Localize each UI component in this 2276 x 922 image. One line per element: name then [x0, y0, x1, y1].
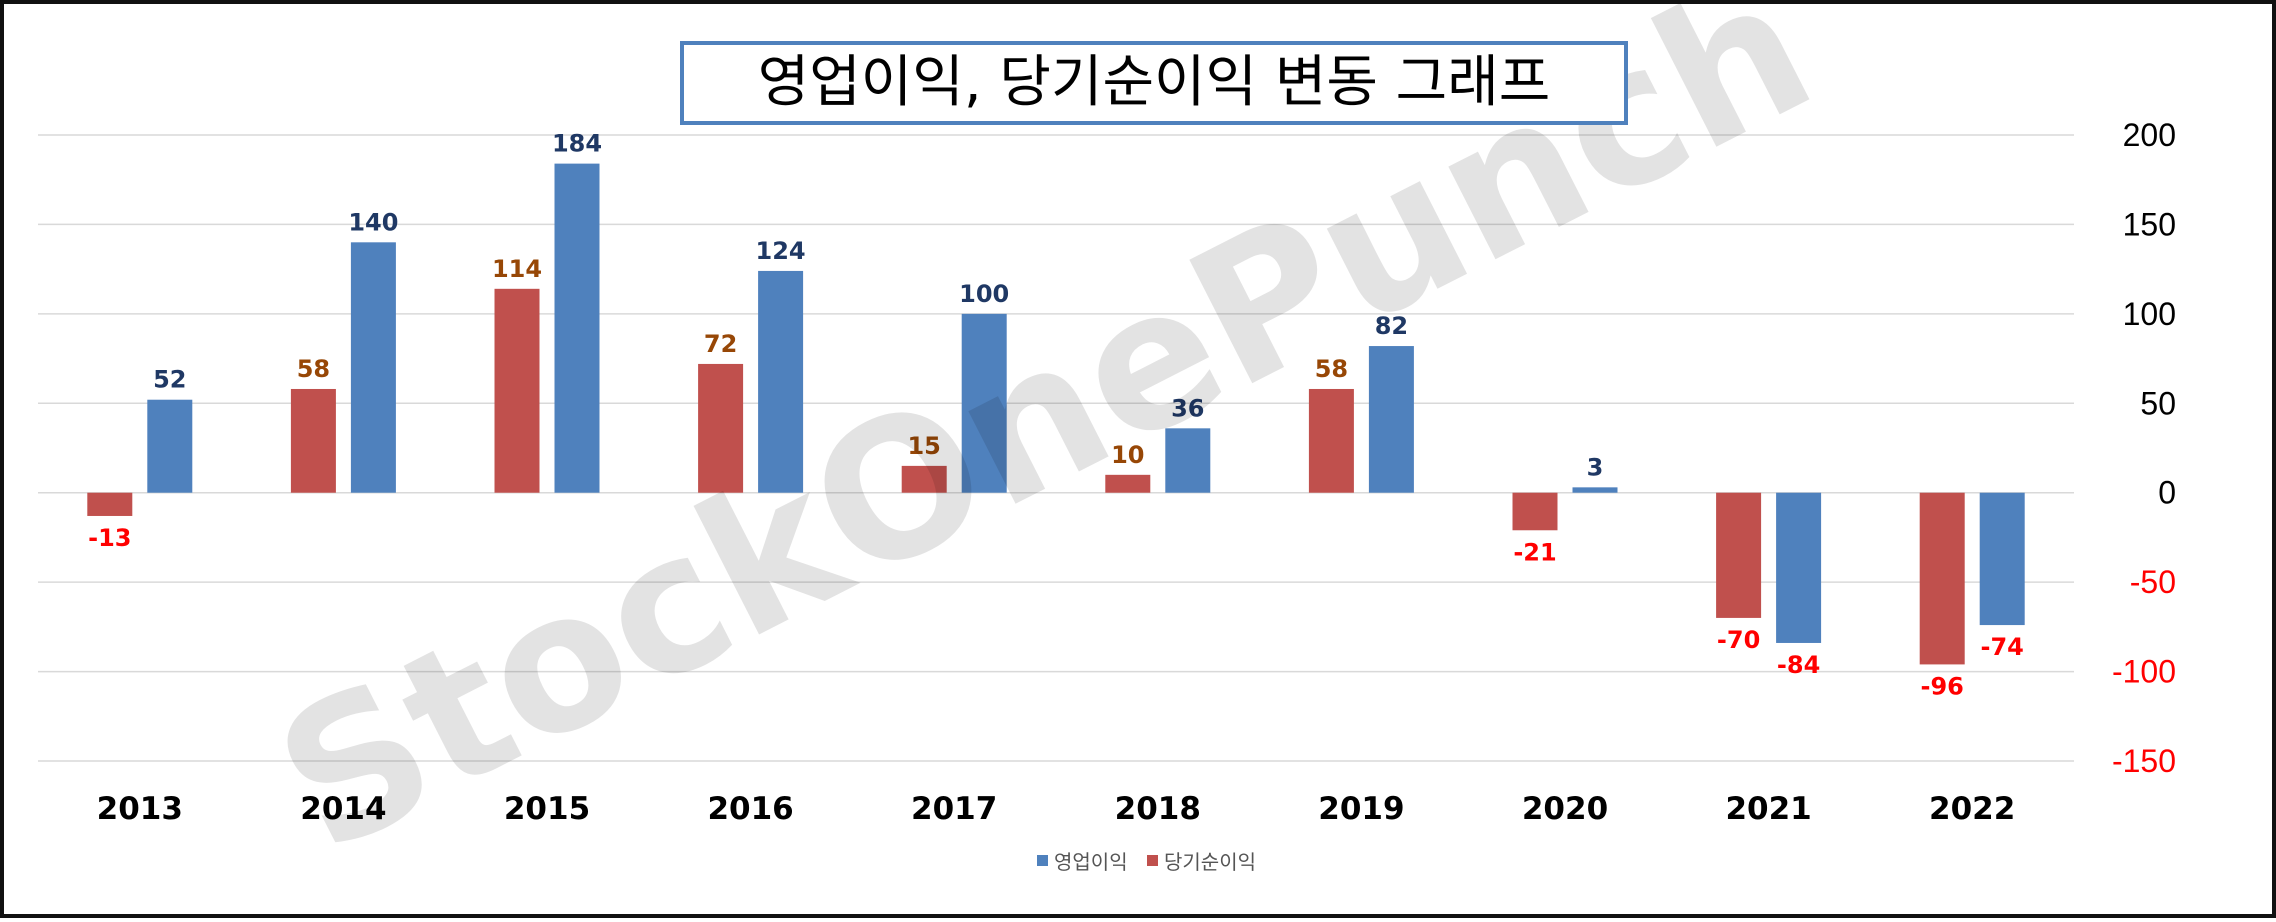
bar	[1716, 492, 1762, 618]
y-tick-label: -150	[2112, 743, 2176, 779]
y-tick-label: 50	[2140, 385, 2176, 421]
bar	[290, 388, 336, 493]
y-axis-ticks: 200 150 100 50 0 -50 -100 -150	[2112, 117, 2176, 779]
data-label: -21	[1513, 538, 1556, 566]
data-label: 100	[959, 280, 1009, 308]
x-tick-label: 2022	[1929, 791, 2015, 827]
bar	[1572, 487, 1618, 493]
data-label: 58	[297, 355, 330, 383]
bar	[147, 399, 193, 493]
y-tick-label: 200	[2123, 117, 2176, 153]
data-label: -70	[1717, 626, 1760, 654]
x-tick-label: 2020	[1522, 791, 1608, 827]
x-tick-label: 2016	[707, 791, 793, 827]
data-label: 52	[153, 366, 186, 394]
y-tick-label: -50	[2130, 564, 2176, 600]
bar	[698, 363, 744, 493]
watermark: StockOnePunch	[245, 4, 1843, 896]
data-labels: -13 52 58 140 114 184 72 124 15 100 10 36 58 82 -21 3 -7…	[88, 130, 2024, 701]
bar	[901, 465, 947, 493]
legend: 영업이익 당기순이익	[1037, 850, 1256, 874]
chart-title-box: 영업이익, 당기순이익 변동 그래프	[680, 41, 1628, 125]
legend-label-operating-profit: 영업이익	[1054, 850, 1128, 874]
bar-chart: -13 52 58 140 114 184 72 124 15 100 10 36 58 82 -21 3 -7…	[38, 4, 2176, 896]
bar	[1368, 346, 1414, 493]
data-label: 140	[348, 208, 398, 236]
bar	[350, 242, 396, 493]
legend-swatch-net-income	[1147, 855, 1158, 866]
bar	[554, 163, 600, 493]
legend-swatch-operating-profit	[1037, 855, 1048, 866]
bar	[1165, 428, 1211, 493]
bar	[494, 288, 540, 493]
y-tick-label: 150	[2123, 206, 2176, 242]
data-label: -74	[1981, 633, 2024, 661]
x-tick-label: 2017	[911, 791, 997, 827]
x-tick-label: 2015	[504, 791, 590, 827]
bar	[1512, 492, 1558, 531]
legend-label-net-income: 당기순이익	[1164, 850, 1256, 874]
data-label: 124	[756, 237, 806, 265]
x-tick-label: 2014	[300, 791, 386, 827]
x-tick-label: 2013	[97, 791, 183, 827]
x-tick-label: 2019	[1318, 791, 1404, 827]
y-tick-label: -100	[2112, 654, 2176, 690]
bar	[87, 492, 133, 516]
data-label: -96	[1921, 672, 1964, 700]
data-label: 15	[907, 432, 940, 460]
data-label: 3	[1587, 453, 1604, 481]
bar	[961, 313, 1007, 493]
data-label: 36	[1171, 394, 1204, 422]
data-label: 114	[492, 255, 542, 283]
y-tick-label: 0	[2158, 475, 2176, 511]
data-label: 10	[1111, 441, 1144, 469]
bar	[758, 270, 804, 493]
bar	[1105, 474, 1151, 493]
chart-title: 영업이익, 당기순이익 변동 그래프	[758, 50, 1550, 115]
bar	[1919, 492, 1965, 665]
x-tick-label: 2021	[1725, 791, 1811, 827]
bar	[1776, 492, 1822, 643]
y-tick-label: 100	[2123, 296, 2176, 332]
x-axis-categories: 2013 2014 2015 2016 2017 2018 2019 2020 2021 2022	[97, 791, 2016, 827]
data-label: 82	[1375, 312, 1408, 340]
data-label: 72	[704, 330, 737, 358]
watermark-text: StockOnePunch	[245, 4, 1843, 896]
data-label: 58	[1315, 355, 1348, 383]
x-tick-label: 2018	[1115, 791, 1201, 827]
data-label: -84	[1777, 651, 1820, 679]
bar	[1979, 492, 2025, 626]
bars	[87, 163, 2025, 665]
data-label: 184	[552, 130, 602, 158]
data-label: -13	[88, 524, 131, 552]
bar	[1308, 388, 1354, 493]
